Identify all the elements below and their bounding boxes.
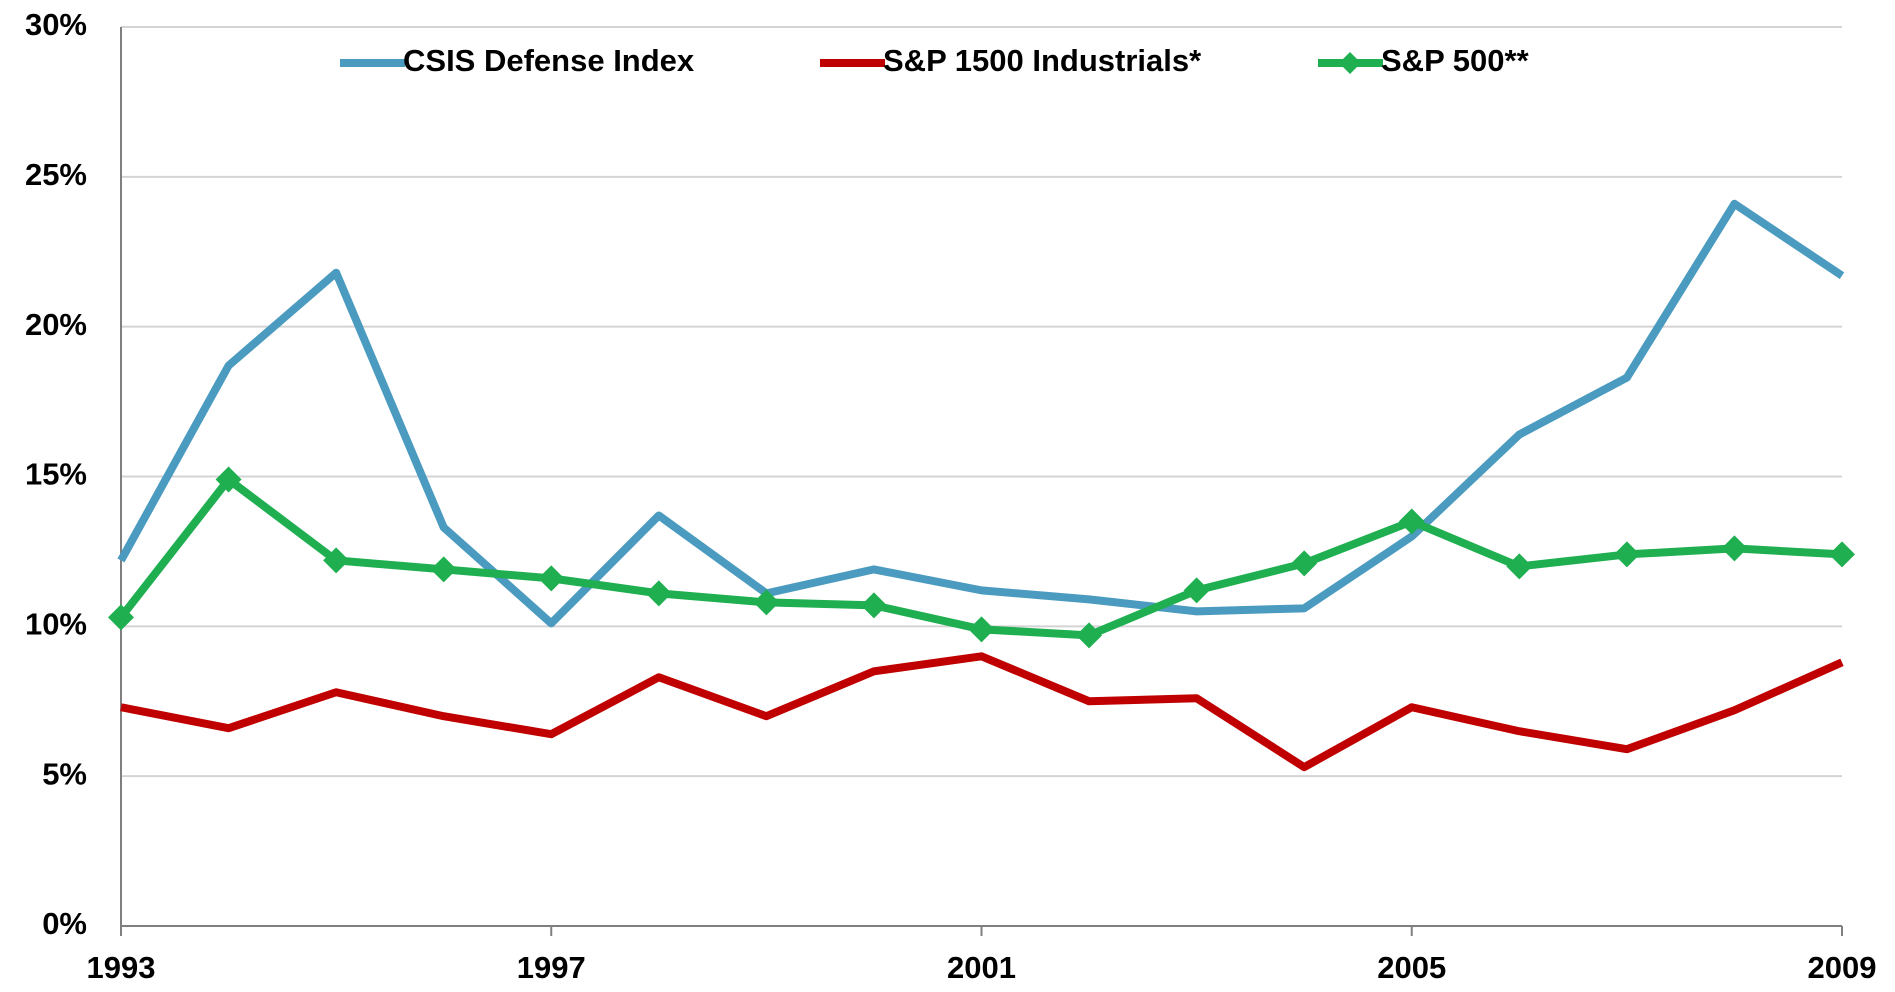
marker [860, 592, 887, 619]
y-tick-label: 0% [42, 906, 87, 941]
x-tick-label: 2001 [947, 950, 1016, 985]
y-tick-label: 15% [25, 457, 87, 492]
marker [1506, 553, 1533, 580]
y-tick-label: 30% [25, 7, 87, 42]
y-tick-label: 10% [25, 607, 87, 642]
x-tick-label: 2005 [1377, 950, 1446, 985]
legend-marker [1339, 52, 1361, 74]
legend-label: S&P 500** [1381, 43, 1530, 78]
marker [108, 604, 134, 631]
y-tick-label: 5% [42, 756, 87, 791]
x-tick-label: 1993 [87, 950, 156, 985]
marker [753, 589, 780, 616]
series-line [117, 475, 1843, 640]
marker [1613, 541, 1640, 568]
legend-label: S&P 1500 Industrials* [883, 43, 1202, 78]
series-line [120, 652, 1844, 772]
marker [645, 580, 672, 607]
marker [1721, 535, 1748, 562]
marker [1398, 508, 1425, 535]
marker [1829, 541, 1855, 568]
y-tick-label: 20% [25, 307, 87, 342]
marker [1076, 622, 1103, 649]
marker [538, 565, 565, 592]
marker [1291, 550, 1318, 577]
series-line [117, 199, 1845, 628]
y-tick-label: 25% [25, 157, 87, 192]
legend-label: CSIS Defense Index [403, 43, 695, 78]
marker [968, 616, 995, 643]
x-tick-label: 1997 [517, 950, 586, 985]
marker [430, 556, 457, 583]
x-tick-label: 2009 [1808, 950, 1877, 985]
marker [215, 466, 242, 493]
marker [1183, 577, 1210, 604]
marker [323, 547, 350, 574]
